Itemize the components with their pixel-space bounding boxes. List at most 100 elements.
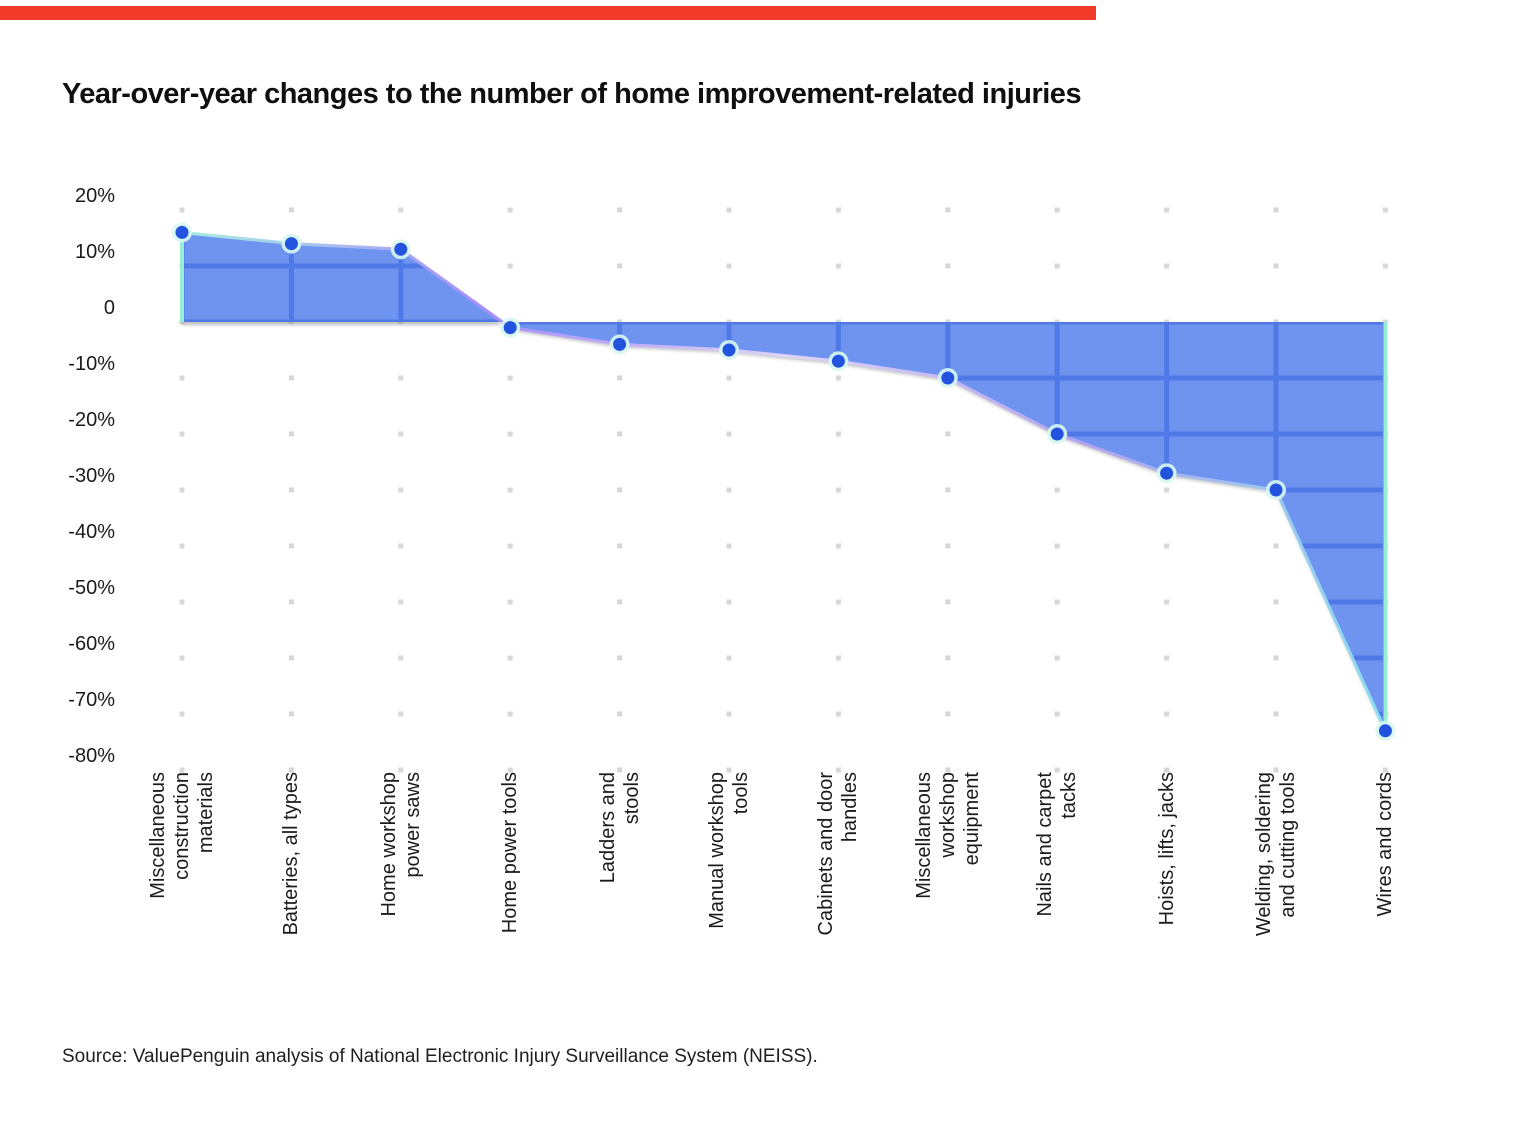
grid-dot [617, 263, 623, 269]
grid-dot [726, 263, 732, 269]
grid-dot [288, 487, 294, 493]
x-category-label: Miscellaneous workshop equipment [912, 772, 1039, 899]
grid-dot [1273, 711, 1279, 717]
x-category-label-text: Cabinets and door handles [815, 772, 862, 936]
grid-dot [835, 207, 841, 213]
data-point [941, 371, 955, 385]
grid-dot [288, 711, 294, 717]
grid-dot [1164, 599, 1170, 605]
data-point [1378, 724, 1392, 738]
grid-dot [726, 375, 732, 381]
data-point [831, 354, 845, 368]
grid-dot [288, 767, 294, 773]
grid-dot [1164, 767, 1170, 773]
grid-dot [835, 543, 841, 549]
x-category-label: Wires and cords [1373, 772, 1518, 917]
source-note: Source: ValuePenguin analysis of Nationa… [62, 1046, 818, 1067]
grid-dot [1382, 263, 1388, 269]
data-point [613, 337, 627, 351]
trend-line [180, 230, 1388, 733]
grid-dot [617, 375, 623, 381]
grid-dot [617, 599, 623, 605]
grid-dot [726, 431, 732, 437]
grid-dot [179, 655, 185, 661]
grid-dot [1054, 767, 1060, 773]
grid-dot [179, 599, 185, 605]
x-category-label-text: Miscellaneous construction materials [147, 772, 217, 899]
chart-title: Year-over-year changes to the number of … [62, 78, 1082, 110]
grid-dot [835, 487, 841, 493]
grid-dot [617, 711, 623, 717]
grid-dot [507, 711, 513, 717]
grid-dot [179, 711, 185, 717]
grid-dot [1164, 263, 1170, 269]
grid-dot [507, 767, 513, 773]
grid-dot [945, 711, 951, 717]
grid-dot [617, 655, 623, 661]
grid-dot [1054, 655, 1060, 661]
y-tick-label: -30% [68, 465, 115, 487]
grid-dot [179, 487, 185, 493]
y-tick-label: -10% [68, 353, 115, 375]
grid-dot [179, 543, 185, 549]
data-point [1160, 466, 1174, 480]
x-category-label-text: Hoists, lifts, jacks [1155, 772, 1178, 926]
grid-dot [617, 767, 623, 773]
grid-dot [398, 543, 404, 549]
grid-dot [617, 207, 623, 213]
grid-dot [726, 599, 732, 605]
grid-dot [1054, 487, 1060, 493]
grid-dot [835, 375, 841, 381]
x-category-label-text: Nails and carpet tacks [1034, 772, 1081, 917]
grid-dot [945, 767, 951, 773]
grid-dot [1273, 599, 1279, 605]
grid-dot [288, 207, 294, 213]
grid-dot [288, 599, 294, 605]
top-accent-bar [0, 6, 1096, 20]
grid-dot [398, 711, 404, 717]
grid-dot [398, 655, 404, 661]
grid-dot [398, 487, 404, 493]
grid-dot [726, 655, 732, 661]
grid-dot [507, 431, 513, 437]
grid-dot [617, 431, 623, 437]
grid-dot [1273, 655, 1279, 661]
grid-dot [398, 599, 404, 605]
grid-dot [726, 487, 732, 493]
y-tick-label: -60% [68, 633, 115, 655]
grid-dot [179, 431, 185, 437]
x-category-label-text: Miscellaneous workshop equipment [912, 772, 983, 899]
grid-dot [835, 711, 841, 717]
data-points [172, 222, 1396, 741]
x-category-label-text: Ladders and stools [596, 772, 643, 884]
grid-dot [179, 375, 185, 381]
grid-dot [835, 655, 841, 661]
grid-dot [1054, 207, 1060, 213]
grid-dot [726, 711, 732, 717]
grid-dot [1273, 207, 1279, 213]
grid-dot [945, 543, 951, 549]
x-category-label-text: Wires and cords [1374, 772, 1397, 917]
grid-dot [1054, 263, 1060, 269]
data-point [175, 225, 189, 239]
grid-dot [1164, 487, 1170, 493]
grid-dot [1054, 543, 1060, 549]
grid-dot [835, 263, 841, 269]
grid-dot [1382, 767, 1388, 773]
grid-dot [288, 543, 294, 549]
grid-dot [179, 767, 185, 773]
grid-dot [835, 599, 841, 605]
y-tick-label: -70% [68, 689, 115, 711]
area-fill [182, 232, 1386, 731]
grid-dot [398, 431, 404, 437]
y-tick-label: 0 [103, 297, 115, 319]
grid-dot [288, 431, 294, 437]
grid-dot [1164, 711, 1170, 717]
y-tick-label: 10% [74, 241, 115, 263]
y-tick-label: -40% [68, 521, 115, 543]
grid-dot [1273, 263, 1279, 269]
grid-dot [726, 207, 732, 213]
grid-dot [726, 543, 732, 549]
grid-dot [507, 543, 513, 549]
